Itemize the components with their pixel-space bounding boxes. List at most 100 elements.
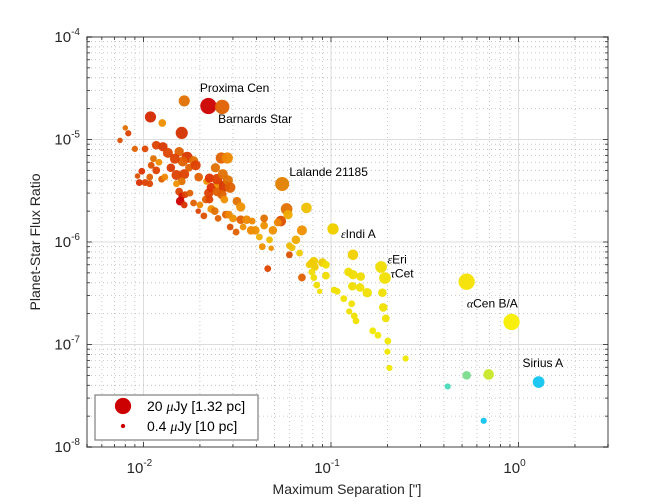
data-point bbox=[221, 152, 233, 164]
data-point bbox=[242, 215, 251, 225]
data-point bbox=[322, 271, 330, 280]
tick-exponent: -5 bbox=[71, 130, 80, 141]
annotation-text: Eri bbox=[392, 252, 407, 266]
data-point bbox=[348, 300, 356, 308]
annotation-text: Sirius A bbox=[522, 356, 563, 370]
data-point bbox=[174, 147, 184, 157]
data-point bbox=[384, 348, 391, 355]
tick-exponent: -2 bbox=[143, 458, 152, 469]
data-points bbox=[117, 95, 545, 424]
data-point bbox=[171, 170, 182, 181]
point-tau-cet bbox=[379, 272, 391, 284]
data-point bbox=[150, 155, 157, 163]
data-point bbox=[158, 119, 167, 127]
data-point bbox=[178, 95, 190, 107]
data-point bbox=[378, 288, 387, 298]
data-point bbox=[352, 317, 360, 325]
data-point bbox=[316, 288, 323, 295]
annotation-label: τCet bbox=[391, 267, 415, 281]
data-point bbox=[298, 273, 306, 282]
annotation-label: Barnards Star bbox=[218, 112, 292, 126]
y-tick-label: 10-5 bbox=[54, 130, 80, 149]
data-point bbox=[258, 243, 266, 251]
annotation-text: Lalande 21185 bbox=[289, 165, 368, 179]
data-point bbox=[310, 274, 318, 281]
data-point bbox=[190, 160, 201, 171]
data-point bbox=[264, 265, 272, 273]
point-lalande-21185 bbox=[275, 177, 290, 192]
legend-mu-symbol: μ bbox=[165, 400, 173, 415]
tick-base: 10 bbox=[54, 29, 71, 46]
data-point bbox=[236, 215, 245, 225]
data-point bbox=[239, 223, 247, 231]
data-point bbox=[255, 233, 263, 241]
data-point bbox=[236, 202, 246, 212]
x-tick-label: 10-2 bbox=[127, 458, 153, 477]
tick-base: 10 bbox=[127, 460, 144, 477]
y-tick-label: 10-6 bbox=[54, 232, 80, 251]
data-point bbox=[340, 295, 348, 303]
data-point bbox=[362, 288, 372, 298]
x-axis-title: Maximum Separation ["] bbox=[273, 481, 422, 497]
data-point bbox=[268, 226, 278, 235]
data-point bbox=[356, 272, 365, 281]
data-point bbox=[355, 283, 365, 292]
point-barnards-star bbox=[215, 99, 230, 115]
data-point bbox=[200, 212, 208, 220]
data-point bbox=[125, 130, 132, 137]
annotation-text: Proxima Cen bbox=[200, 81, 269, 95]
data-point bbox=[480, 417, 487, 424]
data-point bbox=[229, 214, 237, 223]
data-point bbox=[166, 163, 176, 173]
data-point bbox=[260, 221, 269, 230]
legend-entry-small-post: Jy [10 pc] bbox=[177, 418, 237, 434]
data-point bbox=[308, 268, 316, 276]
legend-entry-large-pre: 20 bbox=[147, 398, 166, 414]
data-point bbox=[226, 223, 234, 231]
point-sirius-a bbox=[532, 376, 545, 388]
y-tick-label: 10-7 bbox=[54, 335, 80, 354]
tick-base: 10 bbox=[54, 234, 71, 251]
tick-base: 10 bbox=[503, 460, 520, 477]
data-point bbox=[180, 201, 188, 209]
tick-exponent: -4 bbox=[71, 27, 80, 38]
data-point bbox=[248, 217, 256, 225]
annotation-label: εEri bbox=[387, 252, 406, 266]
legend-marker-large bbox=[114, 397, 132, 415]
data-point bbox=[381, 314, 390, 323]
data-point bbox=[288, 244, 296, 252]
annotation-label: εIndi A bbox=[341, 227, 376, 241]
data-point bbox=[134, 173, 141, 179]
data-point bbox=[186, 189, 194, 197]
tick-exponent: -8 bbox=[71, 437, 80, 448]
annotation-text: Indi A bbox=[346, 227, 376, 241]
greek-letter: ε bbox=[341, 227, 346, 241]
annotation-text: Cet bbox=[395, 267, 414, 281]
tick-exponent: -7 bbox=[71, 335, 80, 346]
tick-base: 10 bbox=[54, 337, 71, 354]
point-annotations: Proxima Cen Barnards Star Lalande 21185 εIn… bbox=[200, 81, 563, 370]
data-point bbox=[333, 287, 341, 295]
data-point bbox=[162, 147, 173, 158]
x-tick-label: 10-1 bbox=[314, 458, 340, 477]
data-point bbox=[273, 218, 282, 227]
data-point bbox=[173, 180, 180, 188]
tick-exponent: 0 bbox=[520, 458, 526, 469]
data-point bbox=[462, 371, 471, 380]
annotation-label: Lalande 21185 bbox=[289, 165, 368, 179]
data-point bbox=[190, 199, 197, 207]
data-point bbox=[224, 182, 236, 193]
y-tick-label: 10-4 bbox=[54, 27, 80, 46]
tick-exponent: -1 bbox=[331, 458, 340, 469]
data-point bbox=[386, 364, 393, 372]
data-point bbox=[378, 303, 388, 312]
data-point bbox=[135, 179, 143, 186]
x-tick-labels: 10-2 10-1 100 bbox=[127, 458, 526, 477]
data-point bbox=[313, 281, 321, 289]
data-point bbox=[144, 111, 157, 123]
annotation-label: Proxima Cen bbox=[200, 81, 269, 95]
point-eps-indi-a bbox=[327, 223, 339, 235]
data-point bbox=[131, 145, 138, 152]
data-point bbox=[141, 145, 149, 153]
